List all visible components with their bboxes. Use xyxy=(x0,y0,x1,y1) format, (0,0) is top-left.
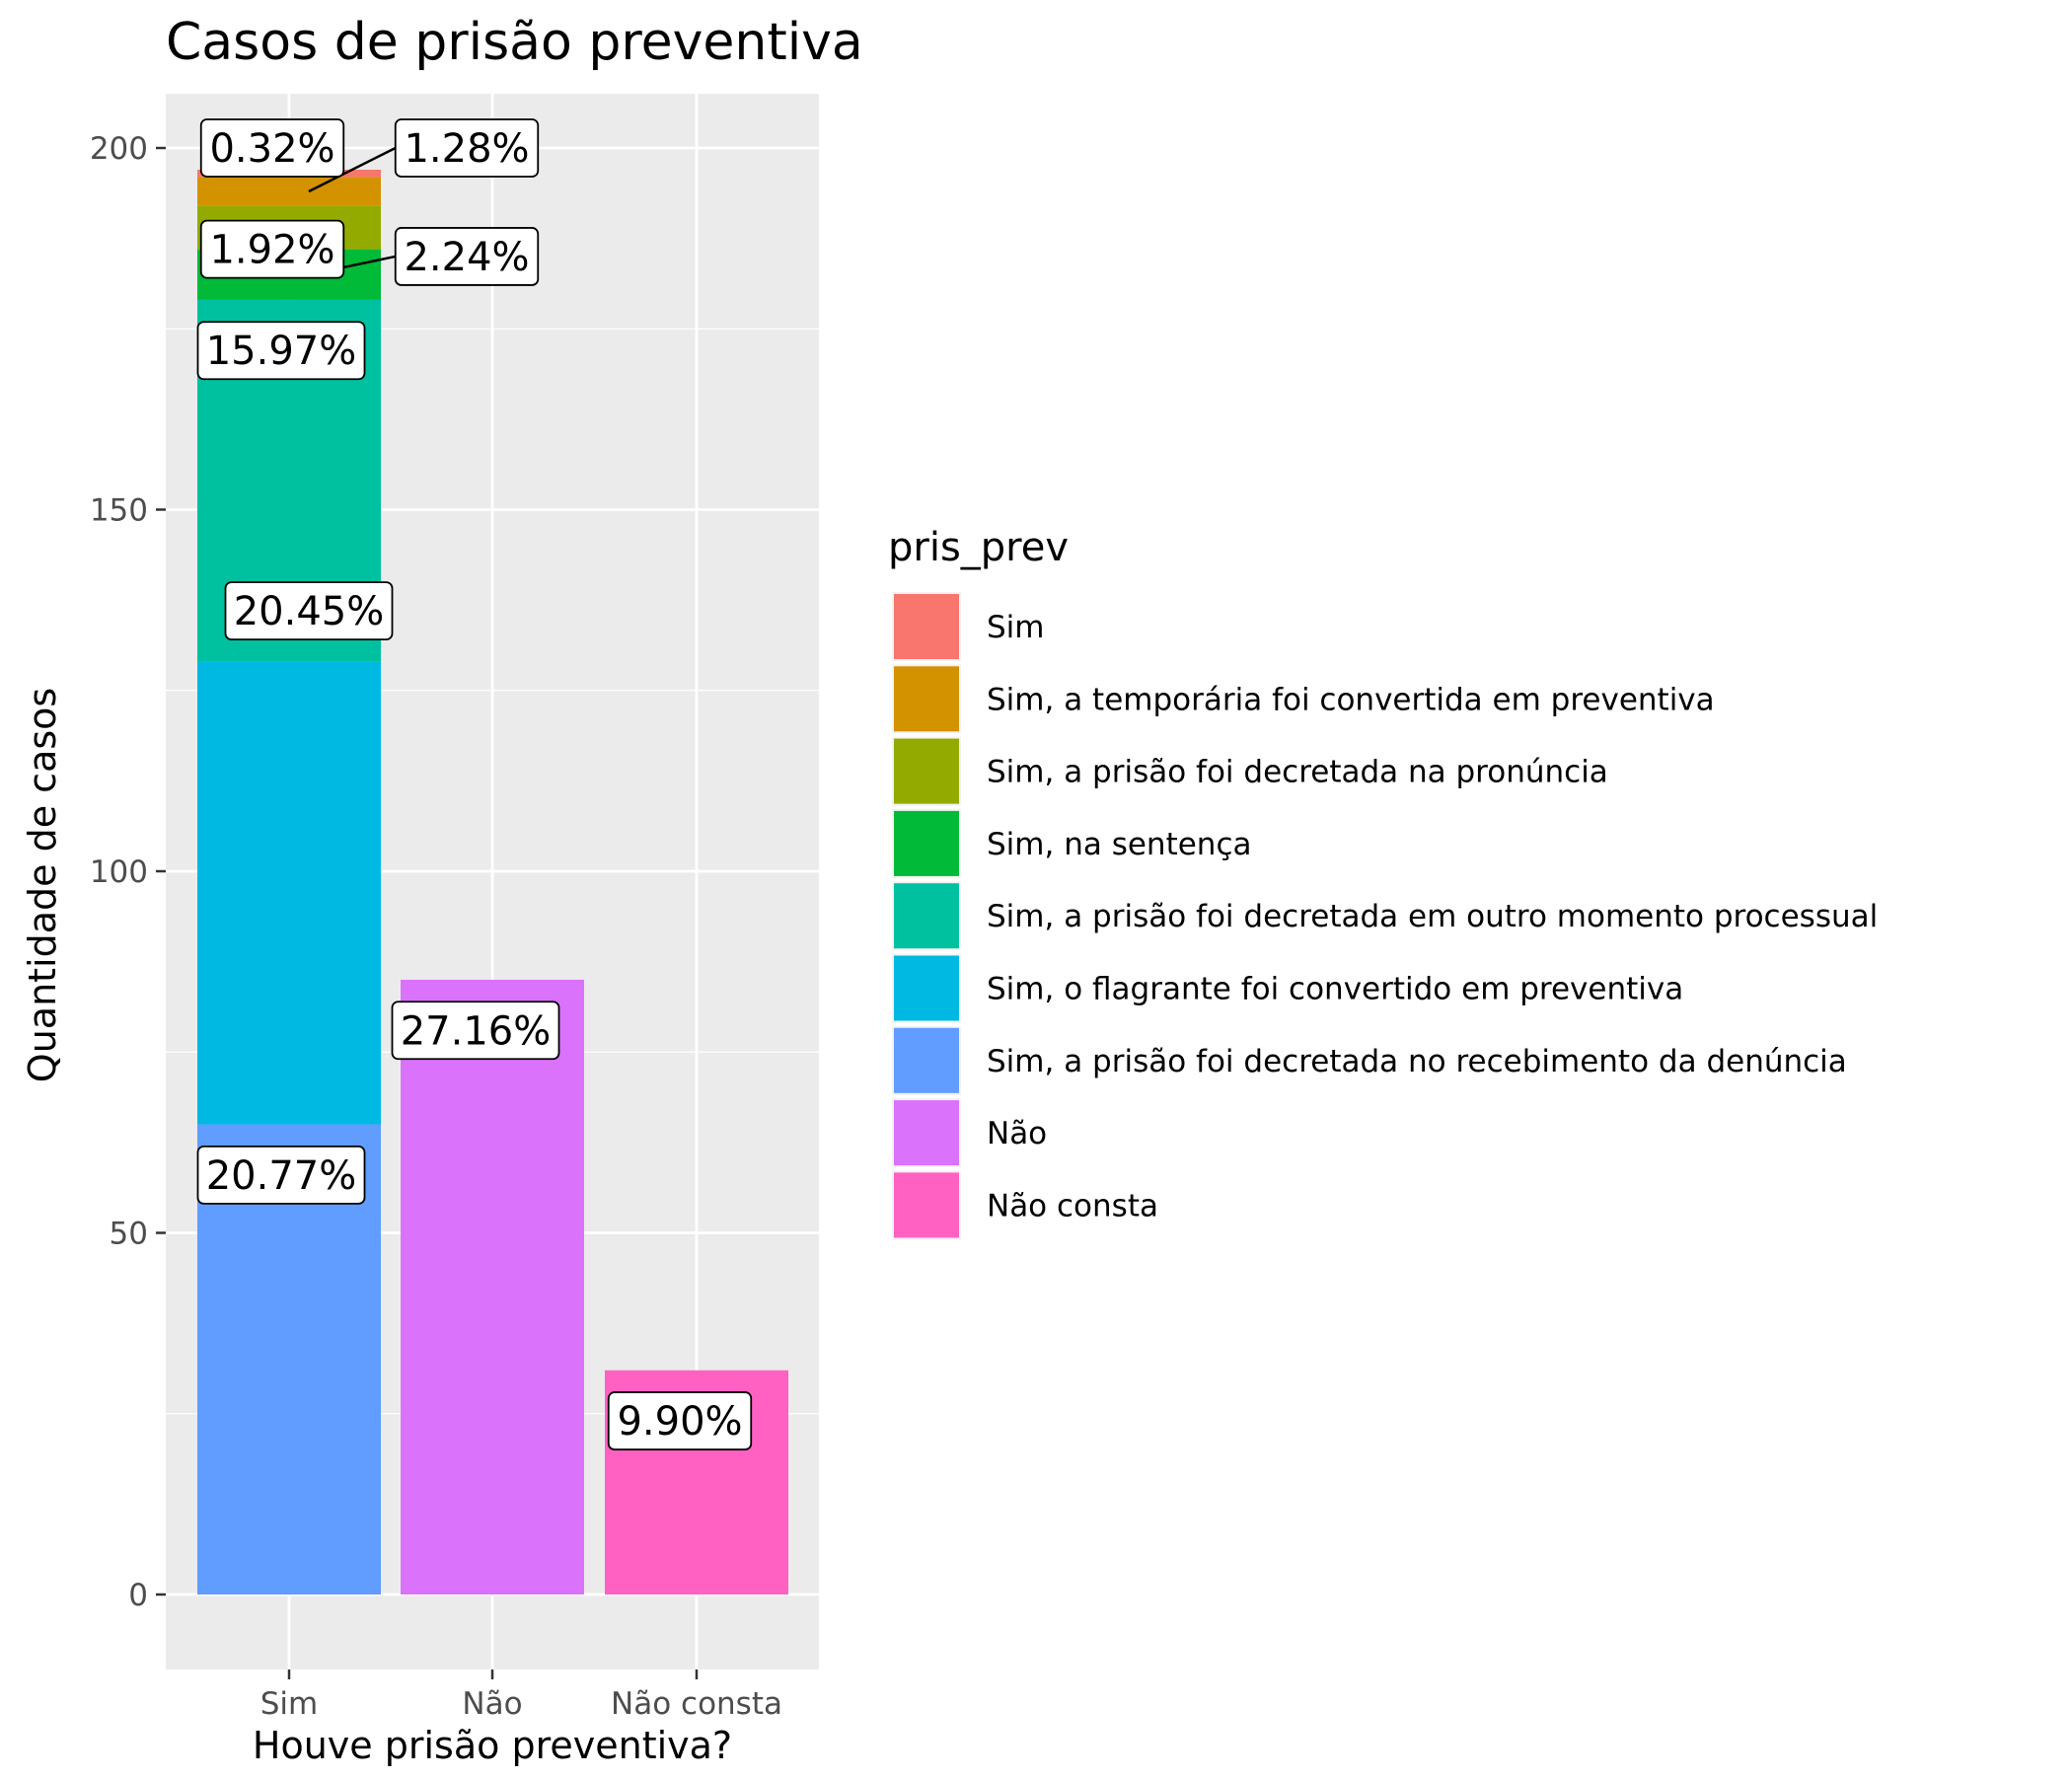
data-label-box xyxy=(394,118,540,178)
legend-swatch xyxy=(894,594,959,659)
bar-segment xyxy=(197,661,381,1125)
legend-swatch xyxy=(894,883,959,949)
x-axis-title: Houve prisão preventiva? xyxy=(253,1724,732,1767)
legend-swatch xyxy=(894,1172,959,1238)
data-label-box xyxy=(394,227,540,286)
data-label: 9.90% xyxy=(607,1391,753,1450)
data-label-text: 20.45% xyxy=(234,589,385,634)
data-label-text: 1.28% xyxy=(404,126,529,172)
legend-title: pris_prev xyxy=(888,525,1069,570)
data-label-box xyxy=(224,581,394,641)
data-label-text: 20.77% xyxy=(206,1153,357,1199)
x-tick-label: Não xyxy=(462,1686,522,1722)
legend-label: Sim, a prisão foi decretada na pronúncia xyxy=(987,755,1608,790)
data-label-box xyxy=(199,219,345,279)
data-label: 20.45% xyxy=(224,581,394,641)
data-label-text: 1.92% xyxy=(209,228,334,273)
chart-title: Casos de prisão preventiva xyxy=(166,13,863,72)
legend-swatch xyxy=(894,666,959,732)
data-label-text: 2.24% xyxy=(404,235,529,280)
legend-label: Não consta xyxy=(987,1188,1158,1224)
y-tick-label: 0 xyxy=(128,1578,148,1613)
legend-label: Sim xyxy=(987,610,1045,645)
legend-item: Sim, a prisão foi decretada em outro mom… xyxy=(892,881,1878,951)
legend-label: Sim, o flagrante foi convertido em preve… xyxy=(987,972,1683,1007)
data-label: 27.16% xyxy=(391,1001,560,1061)
data-label: 20.77% xyxy=(196,1145,366,1205)
legend-swatch xyxy=(894,955,959,1021)
bar-segment xyxy=(401,979,584,1595)
axes-layer: 0 50 100 150 200 Sim Não Não consta xyxy=(90,131,782,1722)
legend-label: Sim, a prisão foi decretada em outro mom… xyxy=(987,899,1878,934)
data-label-text: 9.90% xyxy=(617,1399,742,1445)
y-tick-label: 100 xyxy=(90,854,148,890)
data-label-box xyxy=(607,1391,753,1450)
y-tick-label: 200 xyxy=(90,131,148,167)
legend-item: Sim, na sentença xyxy=(892,808,1251,878)
legend-item: Não xyxy=(892,1098,1047,1168)
legend-item: Sim, a temporária foi convertida em prev… xyxy=(892,664,1715,734)
legend-item: Sim, a prisão foi decretada no recebimen… xyxy=(892,1025,1847,1095)
y-tick-label: 50 xyxy=(110,1217,148,1252)
data-labels-layer: 20.77% 20.45% 15.97% 2.24% 1.92% 1.28% 0.32% 27… xyxy=(196,118,753,1450)
legend-swatch xyxy=(894,738,959,804)
y-tick-label: 150 xyxy=(90,493,148,529)
legend-swatch xyxy=(894,1100,959,1166)
label-leader-line xyxy=(308,146,397,193)
legend-item: Sim, o flagrante foi convertido em preve… xyxy=(892,953,1683,1023)
data-label: 2.24% xyxy=(308,227,540,286)
data-label-text: 15.97% xyxy=(206,329,357,374)
y-axis-title: Quantidade de casos xyxy=(21,688,64,1082)
legend-item: Sim, a prisão foi decretada na pronúncia xyxy=(892,736,1608,806)
x-tick-label: Sim xyxy=(260,1686,319,1722)
legend-label: Sim, na sentença xyxy=(987,827,1251,862)
legend-label: Sim, a prisão foi decretada no recebimen… xyxy=(987,1044,1847,1079)
data-label: 15.97% xyxy=(196,321,366,381)
legend: pris_prev Sim Sim, a temporária foi conve… xyxy=(888,525,1878,1240)
data-label: 1.92% xyxy=(199,219,345,279)
legend-item: Sim xyxy=(892,592,1045,661)
legend-label: Não xyxy=(987,1116,1047,1151)
data-label: 1.28% xyxy=(308,118,540,193)
data-label-box xyxy=(199,118,345,178)
data-label-box xyxy=(196,1145,366,1205)
data-label-box xyxy=(391,1001,560,1061)
data-label-text: 0.32% xyxy=(209,126,334,172)
legend-item: Não consta xyxy=(892,1170,1158,1240)
data-label: 0.32% xyxy=(199,118,345,178)
data-label-box xyxy=(196,321,366,381)
legend-label: Sim, a temporária foi convertida em prev… xyxy=(987,682,1715,717)
legend-swatch xyxy=(894,810,959,876)
x-tick-label: Não consta xyxy=(611,1686,782,1722)
legend-swatch xyxy=(894,1027,959,1093)
bar-segment xyxy=(197,177,381,206)
data-label-text: 27.16% xyxy=(401,1008,552,1054)
